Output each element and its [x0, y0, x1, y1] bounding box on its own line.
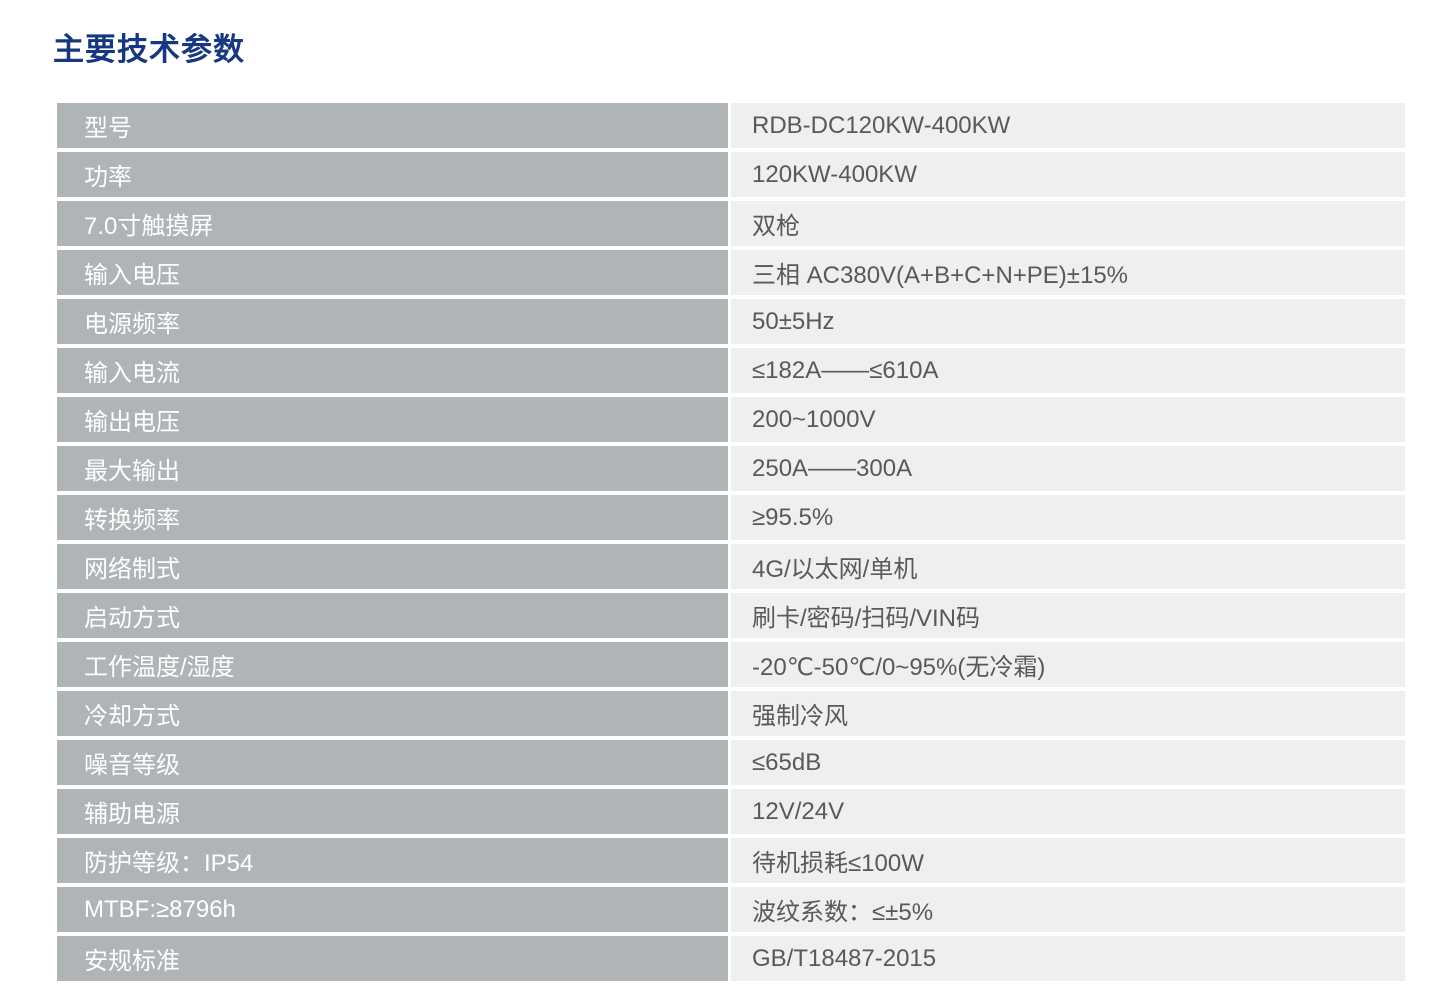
table-row: 辅助电源 12V/24V — [57, 789, 1405, 834]
spec-label-cell: 安规标准 — [57, 936, 728, 981]
spec-label-cell: MTBF:≥8796h — [57, 887, 728, 932]
spec-table: 型号 RDB-DC120KW-400KW 功率 120KW-400KW 7.0寸… — [57, 103, 1405, 981]
table-row: 安规标准 GB/T18487-2015 — [57, 936, 1405, 981]
table-row: 输入电压 三相 AC380V(A+B+C+N+PE)±15% — [57, 250, 1405, 295]
spec-value-cell: 三相 AC380V(A+B+C+N+PE)±15% — [731, 250, 1405, 295]
table-row: 输入电流 ≤182A——≤610A — [57, 348, 1405, 393]
spec-label-cell: 启动方式 — [57, 593, 728, 638]
spec-value-cell: 50±5Hz — [731, 299, 1405, 344]
table-row: 最大输出 250A——300A — [57, 446, 1405, 491]
table-row: 噪音等级 ≤65dB — [57, 740, 1405, 785]
spec-label-cell: 型号 — [57, 103, 728, 148]
spec-value-cell: 强制冷风 — [731, 691, 1405, 736]
spec-value-cell: ≤65dB — [731, 740, 1405, 785]
table-row: 冷却方式 强制冷风 — [57, 691, 1405, 736]
spec-label-cell: 电源频率 — [57, 299, 728, 344]
spec-label-cell: 转换频率 — [57, 495, 728, 540]
table-row: 防护等级：IP54 待机损耗≤100W — [57, 838, 1405, 883]
spec-label-cell: 最大输出 — [57, 446, 728, 491]
spec-value-cell: 波纹系数：≤±5% — [731, 887, 1405, 932]
table-row: 工作温度/湿度 -20℃-50℃/0~95%(无冷霜) — [57, 642, 1405, 687]
table-row: 功率 120KW-400KW — [57, 152, 1405, 197]
spec-label-cell: 网络制式 — [57, 544, 728, 589]
table-row: 电源频率 50±5Hz — [57, 299, 1405, 344]
spec-value-cell: 刷卡/密码/扫码/VIN码 — [731, 593, 1405, 638]
spec-label-cell: 7.0寸触摸屏 — [57, 201, 728, 246]
spec-label-cell: 辅助电源 — [57, 789, 728, 834]
table-row: 网络制式 4G/以太网/单机 — [57, 544, 1405, 589]
table-row: 型号 RDB-DC120KW-400KW — [57, 103, 1405, 148]
spec-value-cell: -20℃-50℃/0~95%(无冷霜) — [731, 642, 1405, 687]
spec-value-cell: 双枪 — [731, 201, 1405, 246]
spec-value-cell: 12V/24V — [731, 789, 1405, 834]
spec-value-cell: 4G/以太网/单机 — [731, 544, 1405, 589]
spec-label-cell: 输入电流 — [57, 348, 728, 393]
spec-value-cell: RDB-DC120KW-400KW — [731, 103, 1405, 148]
spec-value-cell: 250A——300A — [731, 446, 1405, 491]
table-row: 启动方式 刷卡/密码/扫码/VIN码 — [57, 593, 1405, 638]
spec-value-cell: 200~1000V — [731, 397, 1405, 442]
spec-label-cell: 功率 — [57, 152, 728, 197]
spec-label-cell: 输入电压 — [57, 250, 728, 295]
spec-label-cell: 工作温度/湿度 — [57, 642, 728, 687]
page-title: 主要技术参数 — [53, 32, 245, 67]
spec-value-cell: ≥95.5% — [731, 495, 1405, 540]
spec-value-cell: ≤182A——≤610A — [731, 348, 1405, 393]
spec-value-cell: 120KW-400KW — [731, 152, 1405, 197]
spec-label-cell: 噪音等级 — [57, 740, 728, 785]
spec-label-cell: 冷却方式 — [57, 691, 728, 736]
table-row: 转换频率 ≥95.5% — [57, 495, 1405, 540]
table-row: 输出电压 200~1000V — [57, 397, 1405, 442]
table-row: MTBF:≥8796h 波纹系数：≤±5% — [57, 887, 1405, 932]
table-row: 7.0寸触摸屏 双枪 — [57, 201, 1405, 246]
spec-label-cell: 防护等级：IP54 — [57, 838, 728, 883]
spec-label-cell: 输出电压 — [57, 397, 728, 442]
spec-value-cell: 待机损耗≤100W — [731, 838, 1405, 883]
spec-value-cell: GB/T18487-2015 — [731, 936, 1405, 981]
